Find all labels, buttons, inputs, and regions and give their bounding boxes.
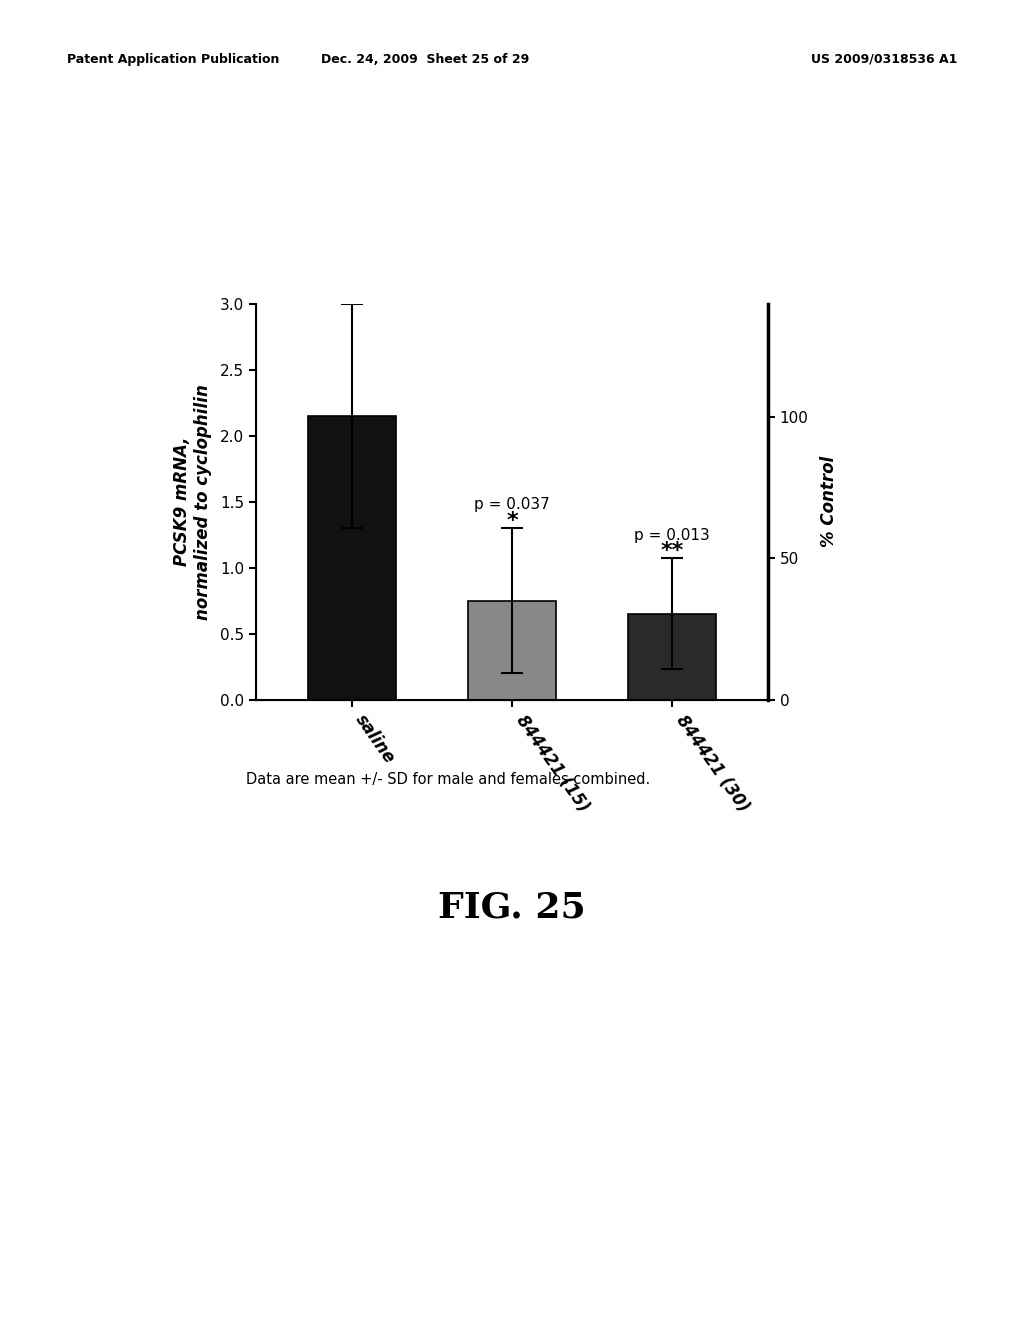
Bar <box>468 601 556 700</box>
Text: p = 0.037: p = 0.037 <box>474 498 550 512</box>
Y-axis label: PCSK9 mRNA,
normalized to cyclophilin: PCSK9 mRNA, normalized to cyclophilin <box>173 384 212 619</box>
Bar <box>628 614 716 700</box>
Text: Dec. 24, 2009  Sheet 25 of 29: Dec. 24, 2009 Sheet 25 of 29 <box>321 53 529 66</box>
Text: *: * <box>506 511 518 531</box>
Text: p = 0.013: p = 0.013 <box>634 528 710 543</box>
Bar <box>308 416 396 700</box>
Text: Data are mean +/- SD for male and females combined.: Data are mean +/- SD for male and female… <box>246 772 650 787</box>
Text: **: ** <box>660 541 684 561</box>
Text: US 2009/0318536 A1: US 2009/0318536 A1 <box>811 53 957 66</box>
Text: Patent Application Publication: Patent Application Publication <box>67 53 279 66</box>
Y-axis label: % Control: % Control <box>820 455 838 548</box>
Text: FIG. 25: FIG. 25 <box>438 891 586 925</box>
